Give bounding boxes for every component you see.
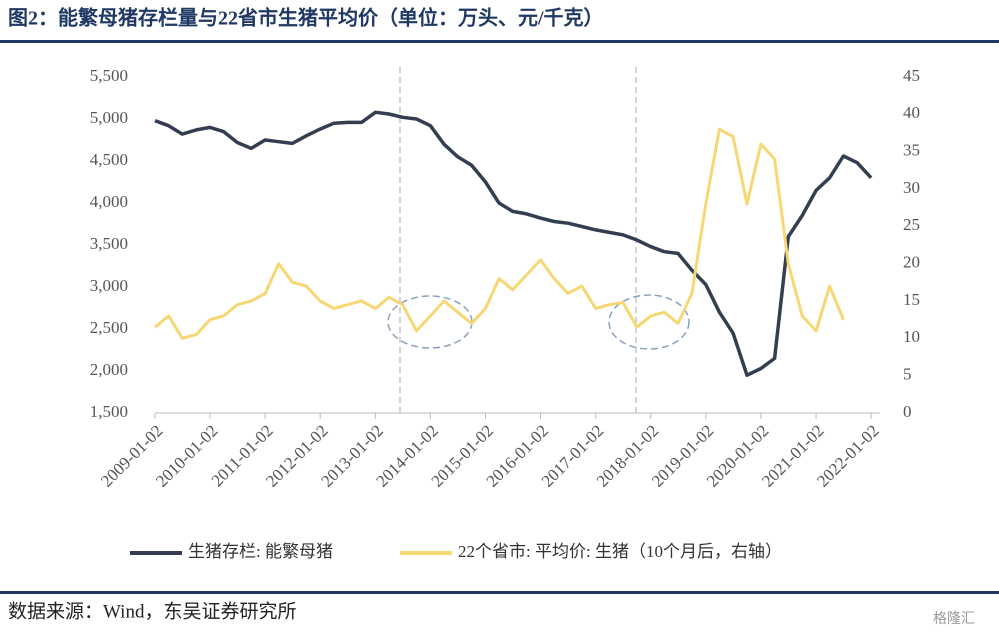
y2-tick-label: 40: [903, 103, 920, 122]
highlight-ellipse: [608, 294, 690, 350]
y-tick-label: 1,500: [90, 402, 128, 421]
y2-tick-label: 10: [903, 327, 920, 346]
watermark: 格隆汇: [933, 611, 975, 627]
y-tick-label: 4,000: [90, 192, 128, 211]
y-tick-label: 2,500: [90, 318, 128, 337]
y-tick-label: 3,500: [90, 234, 128, 253]
legend-label: 22个省市: 平均价: 生猪（10个月后，右轴）: [458, 542, 782, 561]
chart-title: 图2：能繁母猪存栏量与22省市生猪平均价（单位：万头、元/千克）: [8, 6, 604, 30]
source-rule: [0, 591, 999, 594]
series-line: [154, 127, 845, 340]
y2-tick-label: 5: [903, 365, 912, 384]
y-tick-label: 2,000: [90, 360, 128, 379]
y-tick-label: 5,500: [90, 66, 128, 85]
y-tick-label: 5,000: [90, 108, 128, 127]
y2-tick-label: 45: [903, 66, 920, 85]
legend-label: 生猪存栏: 能繁母猪: [188, 542, 333, 561]
y2-tick-label: 20: [903, 253, 920, 272]
y2-tick-label: 15: [903, 290, 920, 309]
series-line: [154, 110, 873, 377]
y2-tick-label: 30: [903, 178, 920, 197]
y-tick-label: 4,500: [90, 150, 128, 169]
y-tick-label: 3,000: [90, 276, 128, 295]
y2-tick-label: 25: [903, 215, 920, 234]
y2-tick-label: 0: [903, 402, 912, 421]
y2-tick-label: 35: [903, 141, 920, 160]
title-rule: [0, 40, 999, 43]
source: 数据来源：Wind，东吴证券研究所: [8, 600, 296, 622]
